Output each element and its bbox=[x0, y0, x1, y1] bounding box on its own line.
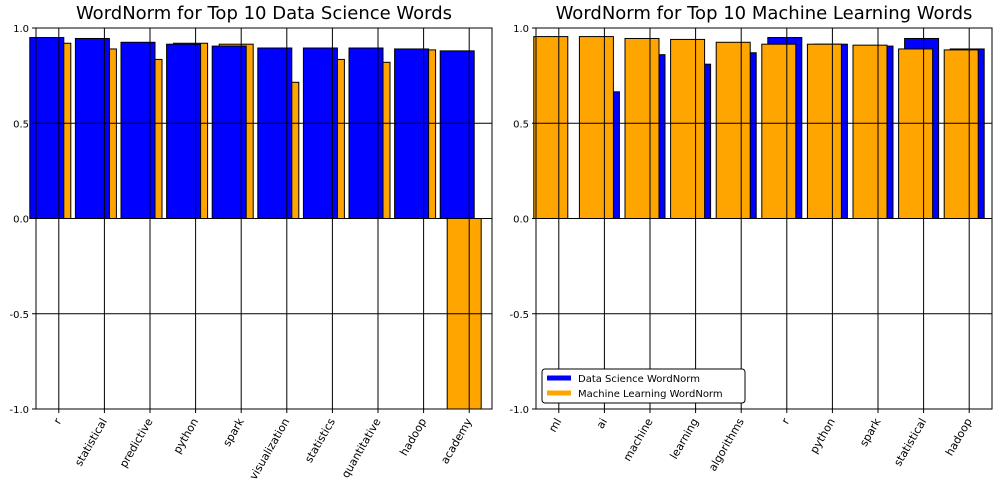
y-tick-label: 1.0 bbox=[513, 24, 529, 35]
x-tick-label-learning: learning bbox=[667, 416, 701, 461]
chart-panel-2: WordNorm for Top 10 Machine Learning Wor… bbox=[509, 3, 993, 474]
x-tick-label-ml: ml bbox=[546, 416, 564, 434]
x-tick-label-hadoop: hadoop bbox=[397, 416, 429, 458]
bar-ml-hadoop bbox=[943, 49, 979, 219]
bar-ds-statistical bbox=[74, 37, 110, 220]
x-tick-label-statistics: statistics bbox=[302, 416, 338, 465]
bar-ds-visualization bbox=[257, 47, 293, 219]
bar-ml-ai bbox=[578, 36, 614, 220]
y-tick-label: 0.5 bbox=[13, 119, 29, 130]
bar-ml-learning bbox=[670, 38, 706, 220]
bar-ml-ml bbox=[533, 36, 569, 220]
x-tick-label-academy: academy bbox=[438, 416, 475, 467]
bar-ds-statistics bbox=[302, 47, 338, 219]
bar-ds-quantitative bbox=[348, 47, 384, 219]
legend-box bbox=[541, 368, 746, 404]
bar-ds-hadoop bbox=[394, 48, 430, 219]
bar-ml-python bbox=[806, 43, 842, 219]
bar-ds-academy bbox=[439, 50, 475, 219]
x-tick-label-spark: spark bbox=[857, 415, 884, 448]
y-tick-label: -1.0 bbox=[509, 405, 529, 416]
bar-ds-python bbox=[166, 43, 202, 219]
x-tick-label-r: r bbox=[779, 416, 793, 427]
bar-ml-r bbox=[761, 43, 797, 219]
y-tick-label: -0.5 bbox=[9, 310, 29, 321]
x-tick-label-ai: ai bbox=[594, 416, 610, 431]
x-tick-label-hadoop: hadoop bbox=[943, 416, 975, 458]
x-tick-label-algorithms: algorithms bbox=[706, 416, 747, 474]
x-tick-label-predictive: predictive bbox=[117, 416, 156, 470]
chart-title: WordNorm for Top 10 Machine Learning Wor… bbox=[556, 3, 973, 24]
x-tick-label-spark: spark bbox=[220, 415, 247, 448]
y-tick-label: -0.5 bbox=[509, 310, 529, 321]
y-tick-label: -1.0 bbox=[9, 405, 29, 416]
chart-panel-1: WordNorm for Top 10 Data Science Words 1.… bbox=[9, 3, 493, 482]
chart-title: WordNorm for Top 10 Data Science Words bbox=[76, 3, 452, 24]
x-tick-label-python: python bbox=[171, 416, 202, 456]
y-tick-label: 0.5 bbox=[513, 119, 529, 130]
x-tick-label-machine: machine bbox=[621, 416, 656, 464]
bar-ml-spark bbox=[852, 44, 888, 219]
legend-label-ml: Machine Learning WordNorm bbox=[578, 389, 723, 400]
x-tick-label-python: python bbox=[807, 416, 838, 456]
bar-ml-algorithms bbox=[715, 41, 751, 219]
x-tick-label-statistical: statistical bbox=[891, 416, 929, 468]
legend: Data Science WordNorm Machine Learning Wo… bbox=[541, 368, 746, 404]
bar-ml-statistical bbox=[898, 48, 934, 219]
bar-ml-machine bbox=[624, 37, 660, 220]
x-tick-label-statistical: statistical bbox=[72, 416, 110, 468]
y-tick-label: 0.0 bbox=[513, 215, 529, 226]
y-tick-label: 0.0 bbox=[13, 215, 29, 226]
y-tick-label: 1.0 bbox=[13, 24, 29, 35]
x-tick-label-visualization: visualization bbox=[247, 416, 293, 482]
x-tick-label-quantitative: quantitative bbox=[339, 416, 384, 480]
legend-label-ds: Data Science WordNorm bbox=[578, 374, 700, 385]
bar-ds-r bbox=[29, 37, 65, 220]
x-tick-label-r: r bbox=[51, 416, 65, 427]
